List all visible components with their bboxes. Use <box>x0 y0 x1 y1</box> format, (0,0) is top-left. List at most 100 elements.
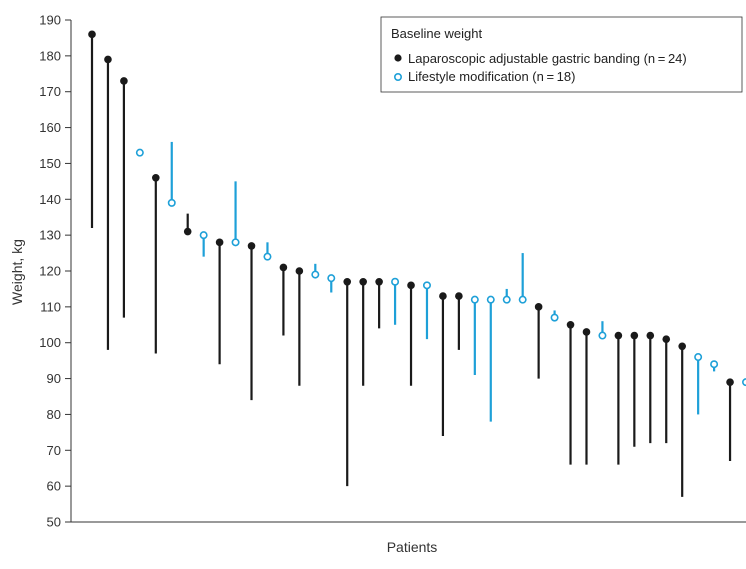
baseline-point-banding <box>296 267 304 275</box>
baseline-point-lifestyle <box>328 275 334 281</box>
y-tick-label: 80 <box>47 407 61 422</box>
y-tick-label: 90 <box>47 371 61 386</box>
x-axis-title: Patients <box>387 539 438 555</box>
patient-22 <box>424 282 430 339</box>
baseline-point-banding <box>120 77 128 85</box>
chart-marks <box>88 31 746 497</box>
patient-4 <box>137 149 143 155</box>
patient-39 <box>695 354 701 415</box>
legend-title: Baseline weight <box>391 26 482 41</box>
legend: Baseline weight Laparoscopic adjustable … <box>381 17 742 92</box>
patient-8 <box>200 232 206 257</box>
patient-28 <box>519 253 525 303</box>
patient-2 <box>104 56 112 350</box>
baseline-point-lifestyle <box>200 232 206 238</box>
baseline-point-lifestyle <box>519 296 525 302</box>
patient-24 <box>455 292 463 350</box>
baseline-point-lifestyle <box>472 296 478 302</box>
y-tick-label: 50 <box>47 515 61 530</box>
baseline-point-banding <box>280 264 288 272</box>
baseline-point-banding <box>343 278 351 286</box>
patient-14 <box>296 267 304 386</box>
patient-29 <box>535 303 543 379</box>
y-axis: 50 60 70 80 90 100 110 120 130 140 150 160 170 180 190 <box>39 13 71 530</box>
patient-11 <box>248 242 256 400</box>
patient-6 <box>169 142 175 206</box>
y-tick-label: 60 <box>47 479 61 494</box>
baseline-point-banding <box>455 292 463 300</box>
y-tick-label: 130 <box>39 228 61 243</box>
patient-5 <box>152 174 160 354</box>
baseline-point-banding <box>439 292 447 300</box>
baseline-point-lifestyle <box>264 253 270 259</box>
baseline-point-banding <box>726 378 734 386</box>
patient-21 <box>407 282 415 386</box>
patient-20 <box>392 279 398 325</box>
baseline-point-banding <box>104 56 112 64</box>
patient-17 <box>343 278 351 486</box>
patient-38 <box>678 343 686 497</box>
baseline-point-banding <box>631 332 639 340</box>
patient-31 <box>567 321 575 465</box>
patient-18 <box>359 278 367 386</box>
baseline-point-lifestyle <box>551 314 557 320</box>
y-tick-label: 170 <box>39 84 61 99</box>
baseline-point-banding <box>248 242 256 250</box>
patient-25 <box>472 296 478 375</box>
baseline-point-banding <box>567 321 575 329</box>
baseline-point-banding <box>152 174 160 182</box>
y-tick-label: 160 <box>39 120 61 135</box>
legend-marker-life <box>395 74 401 80</box>
patient-15 <box>312 264 318 278</box>
baseline-point-banding <box>184 228 192 236</box>
y-tick-label: 140 <box>39 192 61 207</box>
baseline-point-lifestyle <box>695 354 701 360</box>
baseline-point-banding <box>583 328 591 336</box>
patient-19 <box>375 278 383 328</box>
baseline-point-banding <box>407 282 415 290</box>
baseline-point-banding <box>535 303 543 311</box>
y-tick-label: 100 <box>39 335 61 350</box>
baseline-point-banding <box>646 332 654 340</box>
patient-12 <box>264 242 270 260</box>
patient-30 <box>551 310 557 320</box>
patient-1 <box>88 31 96 228</box>
patient-27 <box>504 289 510 303</box>
y-tick-label: 70 <box>47 443 61 458</box>
patient-16 <box>328 275 334 293</box>
patient-32 <box>583 328 591 464</box>
legend-label-band: Laparoscopic adjustable gastric banding … <box>408 51 687 66</box>
baseline-point-lifestyle <box>504 296 510 302</box>
baseline-point-banding <box>615 332 623 340</box>
baseline-point-lifestyle <box>392 279 398 285</box>
baseline-point-banding <box>88 31 96 39</box>
patient-34 <box>615 332 623 465</box>
legend-marker-band <box>394 54 401 61</box>
y-tick-label: 120 <box>39 264 61 279</box>
patient-37 <box>662 335 670 443</box>
baseline-point-lifestyle <box>488 296 494 302</box>
patient-41 <box>726 378 734 461</box>
y-tick-label: 150 <box>39 156 61 171</box>
baseline-point-lifestyle <box>312 271 318 277</box>
y-tick-label: 190 <box>39 13 61 28</box>
baseline-point-lifestyle <box>424 282 430 288</box>
baseline-point-lifestyle <box>169 200 175 206</box>
patient-40 <box>711 361 717 371</box>
baseline-point-lifestyle <box>137 149 143 155</box>
patient-26 <box>488 296 494 421</box>
y-axis-title: Weight, kg <box>9 239 25 305</box>
baseline-point-banding <box>678 343 686 351</box>
baseline-point-lifestyle <box>599 332 605 338</box>
baseline-point-banding <box>375 278 383 286</box>
patient-7 <box>184 214 192 236</box>
baseline-point-banding <box>216 239 224 247</box>
patient-9 <box>216 239 224 365</box>
patient-23 <box>439 292 447 436</box>
patient-13 <box>280 264 288 336</box>
patient-3 <box>120 77 128 317</box>
patient-10 <box>232 181 238 245</box>
patient-35 <box>631 332 639 447</box>
patient-36 <box>646 332 654 443</box>
